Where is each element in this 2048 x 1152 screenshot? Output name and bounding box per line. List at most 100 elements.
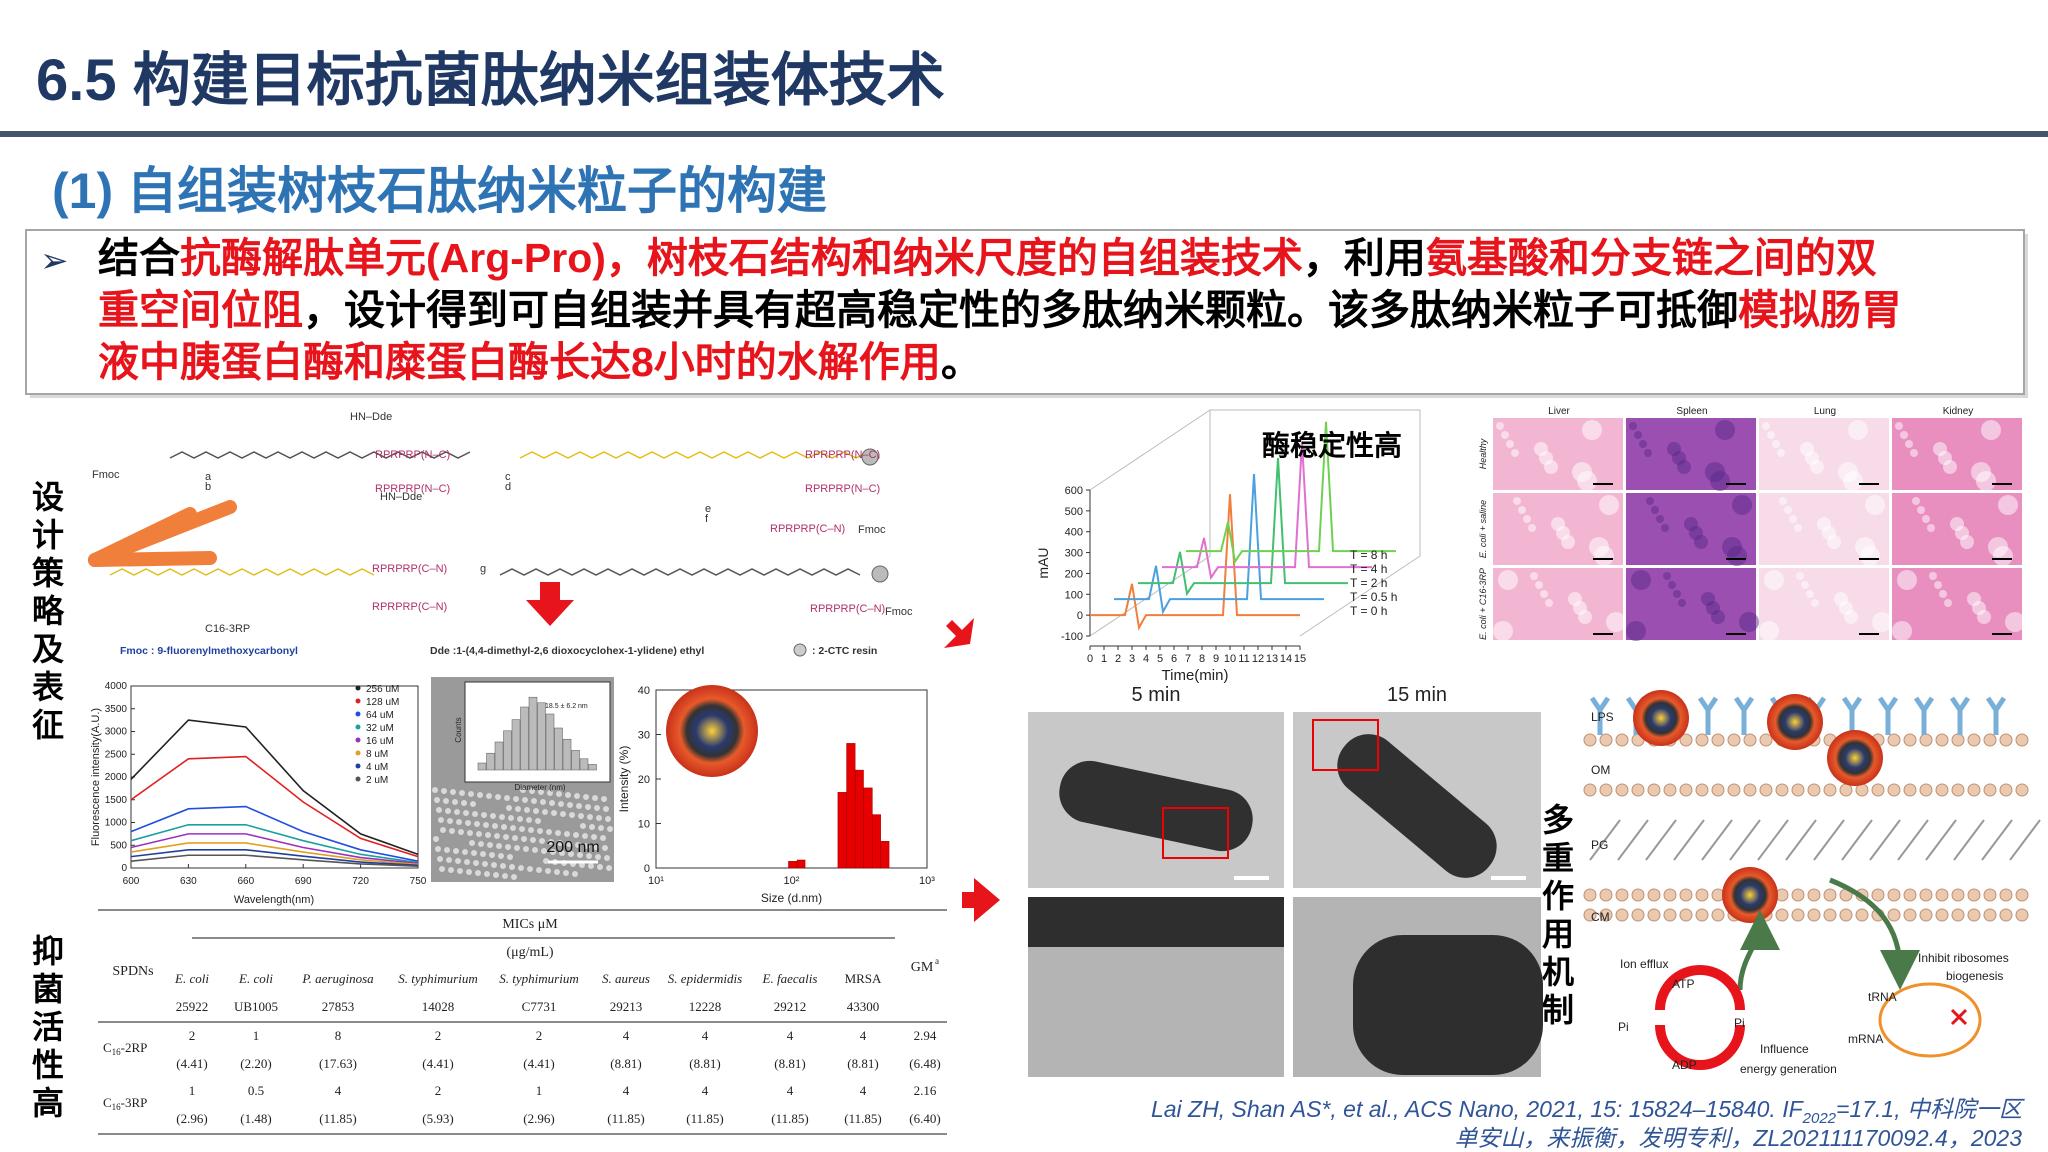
back-plane [1089,409,1421,637]
particle [526,817,532,823]
lipid [1615,888,1629,902]
particle [445,808,451,814]
y-tick-label: 0 [644,863,650,875]
tissue-spot [1561,535,1575,549]
x-tick-label: 720 [352,876,369,887]
tissue-spot [1668,581,1676,589]
particle [569,812,575,818]
lipid [1935,733,1949,747]
peptidoglycan [1673,819,1705,861]
lipid [1951,733,1965,747]
row-name: C16-3RP [103,1095,147,1112]
tissue-spot [1732,495,1752,515]
lipid [1631,888,1645,902]
particle [515,806,521,812]
particle [478,841,484,847]
peptidoglycan [1897,819,1929,861]
particle [470,801,476,807]
lipid [1983,888,1997,902]
x-axis-label: Size (d.nm) [761,891,822,905]
tissue-spot [1796,572,1804,580]
trace [1090,494,1300,631]
peptidoglycan [1925,819,1957,861]
legend-swatch [355,724,361,730]
nanoparticle [1722,867,1778,923]
legend-swatch [355,711,361,717]
x-tick-label: 690 [295,876,312,887]
tissue-spot [1977,610,1991,624]
lipid [1615,783,1629,797]
particle [549,800,555,806]
bar [880,841,890,869]
lipid [1615,733,1629,747]
tissue-spot [1651,506,1659,514]
particle [594,805,600,811]
side-label: 设计策略及表征 [28,480,64,746]
mechanism-label: biogenesis [1946,969,2003,983]
lps [1877,696,1899,735]
particle [487,842,493,848]
particle [568,851,574,857]
lipid [1695,783,1709,797]
bar [846,743,856,869]
particle [567,802,573,808]
y-tick-label: 400 [1065,527,1083,539]
lipid [1983,783,1997,797]
particle [444,847,450,853]
table-header-sup: a [935,956,939,966]
particle [433,836,439,842]
column-code: UB1005 [234,999,278,1014]
particle [605,816,611,822]
particle [566,841,572,847]
series-line [130,842,419,866]
particle [528,827,534,833]
inset-bar [477,762,487,771]
particle [498,853,504,859]
y-tick-label: 500 [1065,506,1083,518]
table-cell: 4 [860,1028,867,1043]
particle [546,829,552,835]
lipid [1647,908,1661,922]
table-cell: 2 [189,1028,196,1043]
particle [596,815,602,821]
tissue-spot [1540,590,1548,598]
particle [522,797,528,803]
micelle [666,685,758,777]
particle [457,868,463,874]
lipid [1663,783,1677,797]
inset-bar [511,719,521,771]
scheme-label: Fmoc [92,469,120,481]
tissue-spot [1844,610,1858,624]
x-axis-label: Wavelength(nm) [234,894,314,906]
x-axis-label: Time(min) [1162,667,1229,684]
inset-bar [520,706,529,771]
x-tick-label: 600 [123,876,140,887]
mechanism-label: LPS [1591,710,1614,724]
column-code: 12228 [689,999,722,1014]
tissue-spot [1511,449,1519,457]
particle [529,788,535,794]
particle [447,818,453,824]
particle [490,813,496,819]
lps [1949,696,1971,735]
particle [591,834,597,840]
inset-bar [494,741,504,771]
x-tick-label: 10¹ [648,875,664,887]
citation-part: Lai ZH, Shan AS*, et al., ACS Nano, 2021… [1151,1096,1805,1122]
tissue-spot [1993,546,2013,566]
lipid [1983,733,1997,747]
tissue-spot [1506,440,1514,448]
inset-bar [486,752,495,771]
mechanism-label: tRNA [1868,990,1897,1004]
lps [1733,696,1755,735]
lipid [2015,908,2029,922]
tissue-spot [1727,546,1747,566]
column-header: MRSA [845,971,882,986]
series-line [130,833,419,865]
tissue-spot [1498,570,1518,590]
lps [1589,696,1611,735]
y-tick-label: 0 [1077,610,1083,622]
tissue-spot [1811,599,1819,607]
bar [788,861,798,869]
